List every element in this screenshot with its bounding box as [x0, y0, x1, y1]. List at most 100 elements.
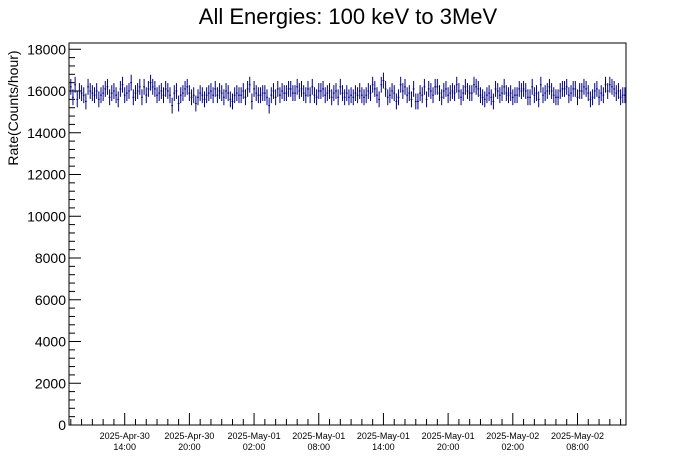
data-point [535, 85, 538, 102]
data-point [384, 80, 387, 97]
data-point [160, 83, 163, 99]
data-point [199, 85, 202, 102]
data-point [621, 87, 624, 104]
data-point [481, 89, 484, 106]
data-point [285, 85, 288, 102]
data-point [130, 74, 133, 91]
data-point [561, 80, 564, 97]
data-point [149, 74, 152, 91]
data-point [304, 87, 307, 104]
axes [68, 42, 627, 426]
data-point [432, 87, 434, 104]
data-point [373, 80, 376, 97]
data-point [147, 80, 150, 97]
data-point [300, 80, 303, 97]
y-tick-label: 2000 [35, 375, 66, 391]
data-point [324, 87, 327, 104]
data-point [294, 85, 296, 102]
data-point [296, 78, 299, 95]
data-point [268, 97, 271, 114]
data-point [376, 87, 378, 104]
data-point [524, 83, 527, 99]
data-point [184, 80, 186, 97]
data-point [164, 80, 167, 97]
data-point [97, 91, 100, 108]
data-point [93, 87, 96, 104]
y-tick-label: 12000 [27, 167, 66, 183]
data-point [216, 87, 219, 104]
data-point [488, 85, 490, 102]
data-point [298, 83, 301, 99]
data-point [125, 85, 128, 102]
data-point [84, 93, 87, 110]
data-point [291, 85, 294, 102]
data-point [207, 85, 210, 102]
data-point [279, 87, 281, 104]
data-point [162, 87, 165, 104]
data-point [397, 89, 400, 106]
data-point [414, 93, 417, 110]
data-point [335, 83, 337, 99]
data-point [611, 78, 613, 95]
data-point [244, 89, 247, 106]
data-point [218, 83, 221, 99]
data-point [102, 85, 105, 102]
data-point [255, 85, 258, 102]
data-point [266, 89, 268, 106]
data-point [555, 89, 557, 106]
data-point [320, 83, 322, 99]
data-point [442, 83, 445, 99]
data-point [358, 83, 361, 99]
x-tick-label-time: 14:00 [113, 442, 136, 452]
y-tick-label: 18000 [27, 41, 66, 57]
data-point [522, 80, 525, 97]
data-point [496, 83, 499, 99]
data-point [479, 87, 482, 104]
x-tick-label-time: 14:00 [372, 442, 395, 452]
y-tick-label: 16000 [27, 83, 66, 99]
data-point [475, 78, 478, 95]
data-point [526, 89, 529, 106]
data-point [179, 87, 182, 104]
data-point [589, 91, 592, 108]
data-point [289, 80, 292, 97]
data-point [412, 80, 415, 97]
data-point [169, 87, 171, 104]
x-tick-label-date: 2025-May-01 [357, 431, 410, 441]
data-point [212, 87, 215, 104]
x-tick-labels: 2025-Apr-3014:002025-Apr-3020:002025-May… [100, 431, 604, 452]
data-point [356, 87, 359, 104]
data-point [225, 83, 227, 99]
data-point [486, 87, 488, 104]
data-point [567, 87, 570, 104]
data-point [546, 83, 549, 99]
data-point [188, 85, 191, 102]
data-point [138, 78, 141, 95]
data-point [557, 89, 559, 106]
data-point [473, 76, 475, 93]
data-point [343, 89, 346, 106]
data-point [533, 87, 536, 104]
data-point [410, 91, 413, 108]
data-point [119, 80, 122, 97]
x-tick-label-date: 2025-May-02 [486, 431, 539, 441]
data-point [123, 87, 126, 104]
data-point [115, 87, 117, 104]
data-point [503, 78, 506, 95]
data-point [570, 85, 572, 102]
plot-frame [68, 42, 627, 426]
data-point [317, 83, 320, 99]
data-point [460, 89, 462, 106]
data-point [197, 89, 199, 106]
data-point [505, 85, 508, 102]
data-point [74, 76, 77, 93]
data-point [404, 78, 406, 95]
data-point [548, 78, 551, 95]
data-point [261, 85, 264, 102]
data-point [468, 85, 471, 102]
data-point [593, 83, 596, 99]
data-point [624, 87, 626, 104]
data-point [341, 85, 344, 102]
data-point [360, 87, 363, 104]
data-point [175, 83, 178, 99]
